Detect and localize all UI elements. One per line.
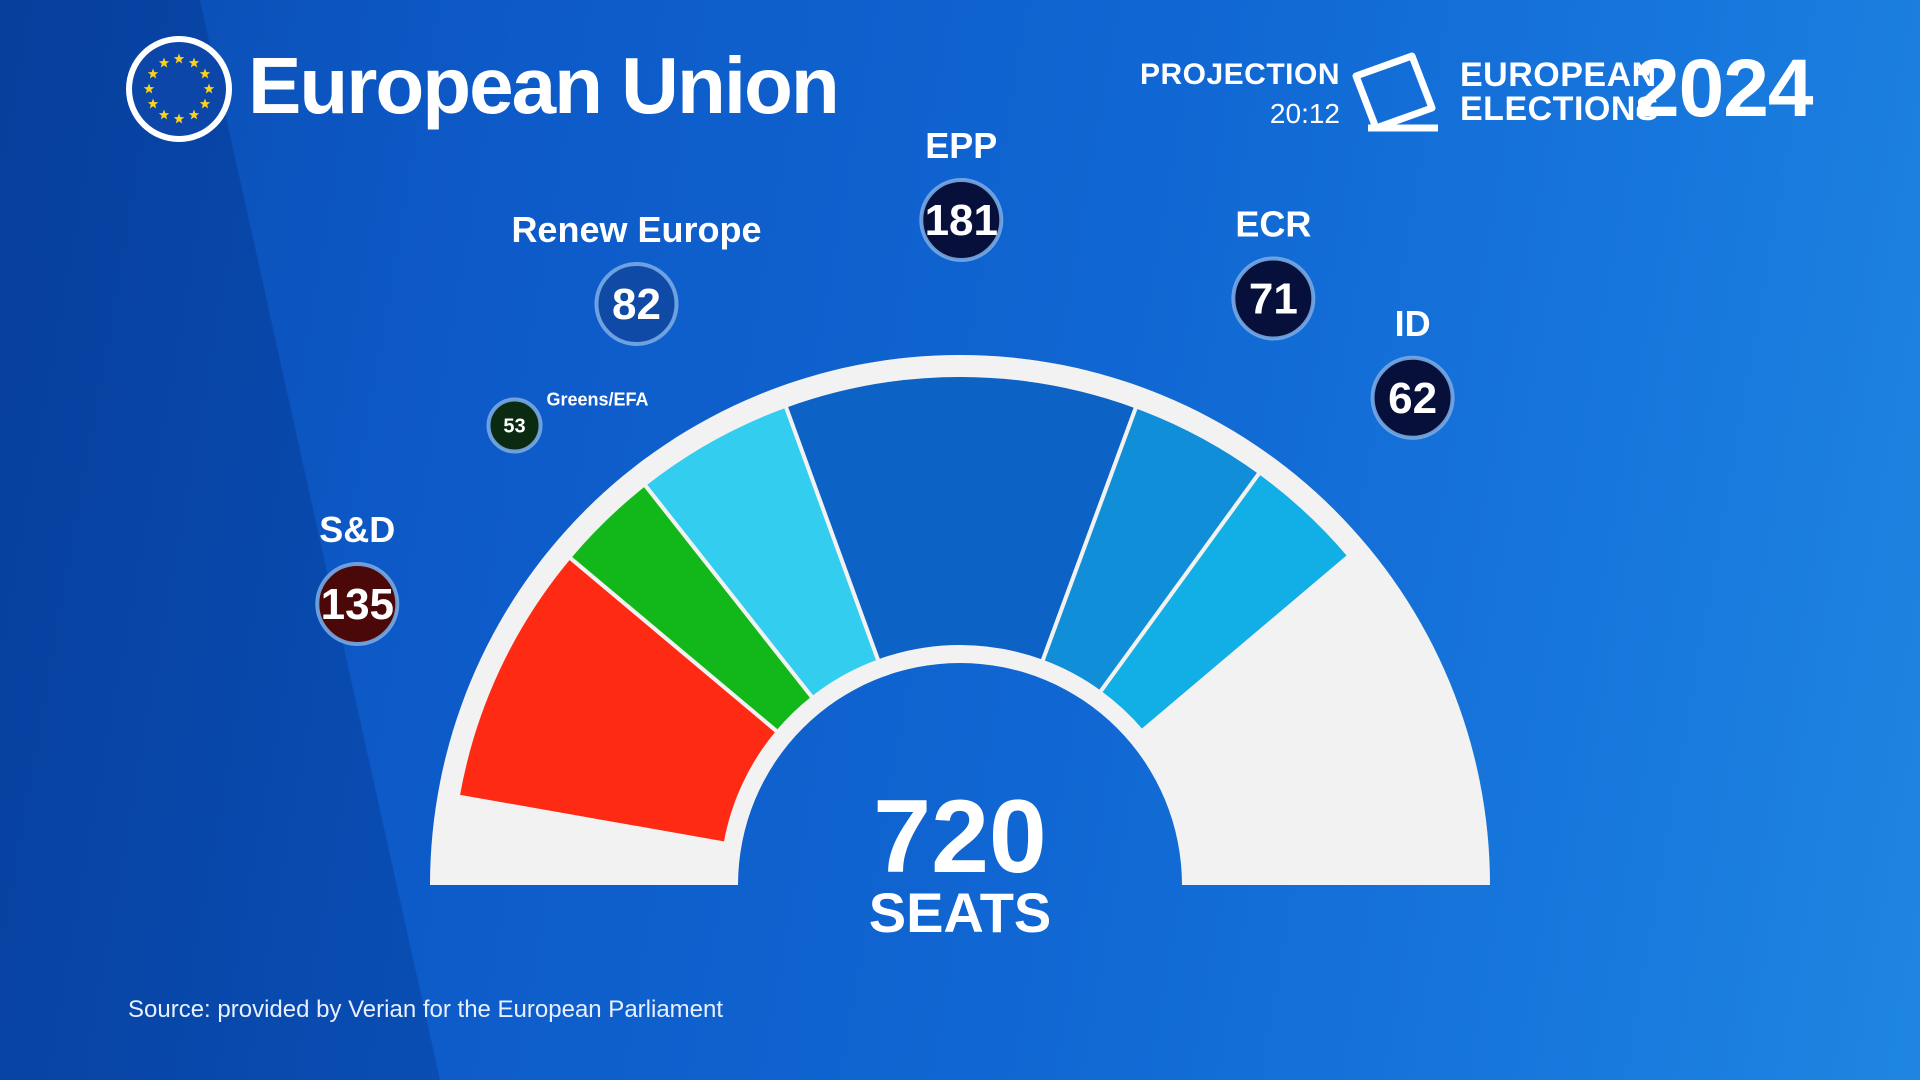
center-seat-count: 720 (873, 779, 1047, 895)
eu-star (199, 98, 211, 109)
elections-label: EUROPEAN ELECTIONS (1460, 58, 1659, 126)
eu-star (147, 98, 159, 109)
seat-segment-0 (455, 554, 781, 846)
seat-value-4: 71 (1249, 274, 1298, 323)
seat-badge-5 (1370, 355, 1455, 440)
seat-segment-5 (1097, 469, 1353, 735)
eu-star (158, 109, 170, 120)
seat-badge-3 (919, 178, 1004, 263)
party-label-0: S&D (319, 509, 395, 550)
ballot-box-icon (1352, 52, 1438, 132)
center-seat-label: SEATS (869, 881, 1052, 944)
eu-star (199, 68, 211, 79)
elections-year: 2024 (1634, 43, 1813, 134)
party-label-4: ECR (1235, 203, 1311, 244)
seat-badge-2 (594, 262, 679, 347)
eu-star (158, 57, 170, 68)
source-note: Source: provided by Verian for the Europ… (128, 996, 724, 1023)
seat-badge-4 (1231, 256, 1316, 341)
party-label-1: Greens/EFA (547, 389, 649, 409)
seat-badge-0 (315, 561, 400, 646)
party-label-5: ID (1395, 303, 1431, 344)
projection-block: PROJECTION 20:12 (1140, 58, 1340, 130)
seat-value-1: 53 (503, 415, 525, 437)
eu-star (143, 83, 155, 94)
seat-badge-1 (486, 397, 543, 454)
seat-value-3: 181 (925, 196, 998, 245)
elections-line1: EUROPEAN (1460, 56, 1657, 94)
eu-star (173, 113, 185, 124)
eu-star (203, 83, 215, 94)
eu-flag-icon (126, 36, 232, 142)
projection-time: 20:12 (1269, 98, 1340, 129)
seat-segment-3 (783, 373, 1139, 665)
seat-value-2: 82 (612, 280, 661, 329)
projection-label: PROJECTION (1139, 58, 1340, 91)
elections-line2: ELECTIONS (1460, 90, 1660, 128)
seat-value-0: 135 (321, 580, 394, 629)
page-title: European Union (248, 41, 840, 130)
eu-star (147, 68, 159, 79)
party-label-3: EPP (925, 125, 997, 166)
party-label-2: Renew Europe (511, 209, 761, 250)
eu-star (173, 53, 185, 64)
eu-star (188, 109, 200, 120)
seat-value-5: 62 (1388, 374, 1437, 423)
eu-star (188, 57, 200, 68)
